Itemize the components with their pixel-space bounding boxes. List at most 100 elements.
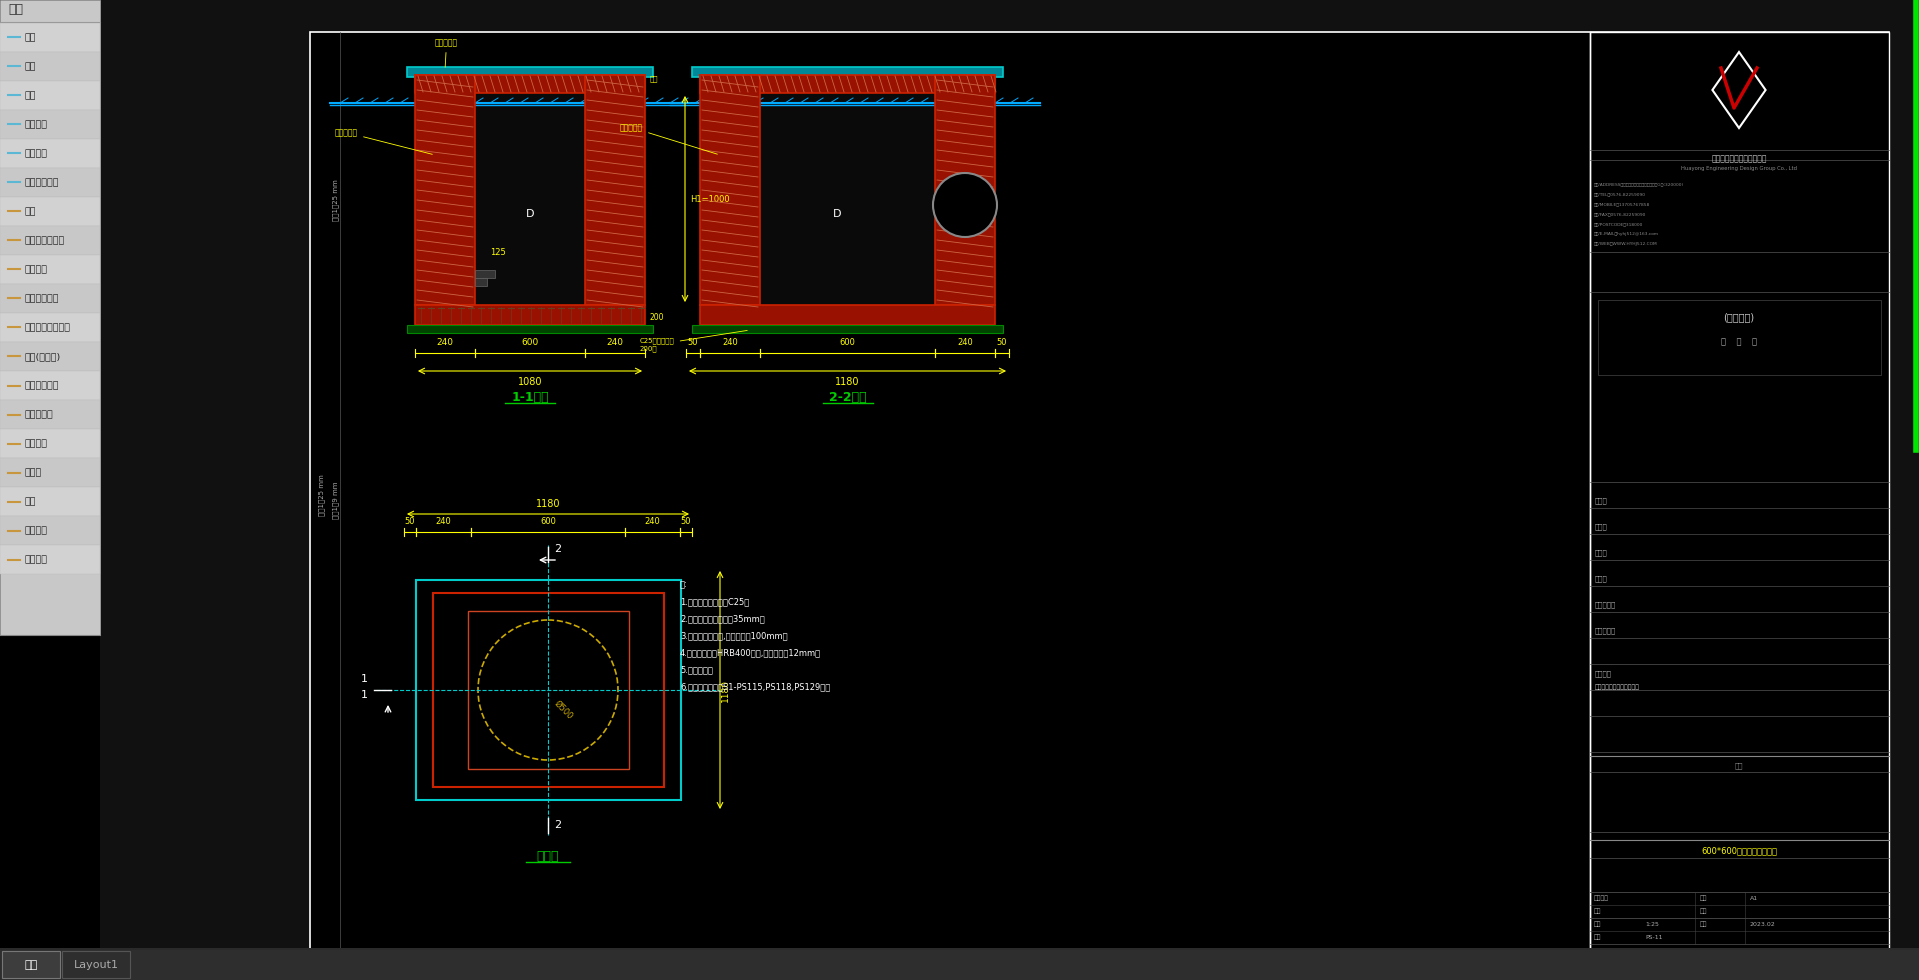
Bar xyxy=(407,325,652,333)
Text: 图集: 图集 xyxy=(1735,762,1742,768)
Text: 600: 600 xyxy=(539,517,557,526)
Text: 2: 2 xyxy=(555,544,562,554)
Text: 矩形面积: 矩形面积 xyxy=(25,121,48,129)
Bar xyxy=(700,75,760,305)
Bar xyxy=(0,545,100,574)
Bar xyxy=(0,197,100,226)
Text: 240: 240 xyxy=(606,338,624,347)
Text: 专业负责人: 专业负责人 xyxy=(1595,628,1616,634)
Bar xyxy=(0,0,100,635)
Text: D: D xyxy=(833,209,841,219)
Text: 比例1：25 mm: 比例1：25 mm xyxy=(319,474,326,515)
Text: 对齐: 对齐 xyxy=(25,33,36,42)
Text: 测量统计: 测量统计 xyxy=(25,556,48,564)
Text: 面积(含弧线): 面积(含弧线) xyxy=(25,353,61,362)
Bar xyxy=(0,313,100,342)
Bar xyxy=(0,458,100,487)
Text: Huayong Engineering Design Group Co., Ltd: Huayong Engineering Design Group Co., Lt… xyxy=(1681,166,1796,171)
Text: 1: 1 xyxy=(361,690,368,700)
Text: N MO. 2018: N MO. 2018 xyxy=(10,958,59,967)
Text: 线性: 线性 xyxy=(25,63,36,72)
Bar xyxy=(0,226,100,255)
Text: 设置标注比例: 设置标注比例 xyxy=(25,178,59,187)
Text: 5.井口标高。: 5.井口标高。 xyxy=(679,665,712,674)
Text: 测量: 测量 xyxy=(8,3,23,16)
Bar xyxy=(0,342,100,371)
Text: 比例1：25 mm: 比例1：25 mm xyxy=(332,179,338,220)
Bar xyxy=(0,487,100,516)
Bar xyxy=(935,75,994,305)
Text: 网址/WEB：WWW.HYHJ512.COM: 网址/WEB：WWW.HYHJ512.COM xyxy=(1595,242,1658,246)
Text: 1180: 1180 xyxy=(720,678,729,702)
Bar xyxy=(700,75,994,93)
Bar xyxy=(0,23,100,52)
Bar xyxy=(311,32,1888,958)
Text: 华鸿工程设计集团有限公司: 华鸿工程设计集团有限公司 xyxy=(1712,154,1767,163)
Text: 连续测量: 连续测量 xyxy=(25,266,48,274)
Text: C25混凝土井底
200厚: C25混凝土井底 200厚 xyxy=(641,330,746,352)
Bar xyxy=(61,951,130,978)
Bar xyxy=(693,325,1004,333)
Text: 校核: 校核 xyxy=(1700,908,1708,913)
Text: 600*600消砼检查井标准图: 600*600消砼检查井标准图 xyxy=(1700,846,1777,855)
Text: 混凝土井墙: 混凝土井墙 xyxy=(620,123,718,154)
Text: 1180: 1180 xyxy=(535,499,560,509)
Text: 设计人: 设计人 xyxy=(1595,498,1608,505)
Bar xyxy=(700,305,994,325)
Text: 测量填充面积: 测量填充面积 xyxy=(25,381,59,390)
Text: 建设单位: 建设单位 xyxy=(1595,670,1612,676)
Bar xyxy=(476,93,585,305)
Text: 点到直线的距离: 点到直线的距离 xyxy=(25,236,65,246)
Text: 600: 600 xyxy=(522,338,539,347)
Bar xyxy=(0,168,100,197)
Text: 日期: 日期 xyxy=(1700,921,1708,927)
Text: 240: 240 xyxy=(436,517,451,526)
Bar xyxy=(415,75,645,93)
Text: 面积: 面积 xyxy=(25,91,36,101)
Circle shape xyxy=(933,173,998,237)
Bar xyxy=(0,52,100,81)
Text: 平面图: 平面图 xyxy=(537,850,558,863)
Bar xyxy=(468,611,629,769)
Text: 1.混凝土强度等级为C25。: 1.混凝土强度等级为C25。 xyxy=(679,597,748,606)
Text: 测量圆: 测量圆 xyxy=(25,468,42,477)
Bar xyxy=(407,67,652,77)
Bar xyxy=(0,429,100,458)
Text: 半径: 半径 xyxy=(25,498,36,507)
Text: 240: 240 xyxy=(645,517,660,526)
Text: 井盖及支座: 井盖及支座 xyxy=(436,38,459,68)
Bar xyxy=(693,67,1004,77)
Bar xyxy=(0,950,1919,980)
Text: 注:: 注: xyxy=(679,580,687,589)
Text: 比例1：9 mm: 比例1：9 mm xyxy=(332,481,338,518)
Text: 计算侧面积: 计算侧面积 xyxy=(25,411,54,419)
Text: D: D xyxy=(526,209,533,219)
Text: 地址/ADDRESS：浙江省台州路桥区国际商贸城G区(320000): 地址/ADDRESS：浙江省台州路桥区国际商贸城G区(320000) xyxy=(1595,182,1685,186)
Bar xyxy=(1591,32,1888,958)
Text: A1: A1 xyxy=(1750,896,1758,901)
Text: 1080: 1080 xyxy=(518,377,543,387)
Text: 240: 240 xyxy=(958,338,973,347)
Text: 测量角度: 测量角度 xyxy=(25,526,48,535)
Bar xyxy=(0,139,100,168)
Text: 2: 2 xyxy=(555,820,562,830)
Text: 手机/MOBILE：13705767858: 手机/MOBILE：13705767858 xyxy=(1595,202,1650,206)
Text: 年    月    日: 年 月 日 xyxy=(1721,337,1758,346)
Text: 50: 50 xyxy=(687,338,699,347)
Text: 混凝土井墙: 混凝土井墙 xyxy=(336,128,432,154)
Text: 查看分段长度: 查看分段长度 xyxy=(25,295,59,304)
Bar xyxy=(0,516,100,545)
Bar xyxy=(415,75,476,305)
Text: (签章有效): (签章有效) xyxy=(1723,312,1754,322)
Text: 240: 240 xyxy=(436,338,453,347)
Text: 125: 125 xyxy=(489,248,507,257)
Bar xyxy=(0,400,100,429)
Text: 240: 240 xyxy=(722,338,739,347)
Bar xyxy=(476,270,495,278)
Text: 图幅: 图幅 xyxy=(1700,895,1708,901)
Text: H1=1000: H1=1000 xyxy=(691,194,729,204)
Text: 4.钢筋型号采用HRB400钢筋,直径不小于12mm。: 4.钢筋型号采用HRB400钢筋,直径不小于12mm。 xyxy=(679,648,821,657)
Text: 图号: 图号 xyxy=(1595,934,1602,940)
Text: 弧长: 弧长 xyxy=(25,208,36,217)
Bar xyxy=(0,948,1919,980)
